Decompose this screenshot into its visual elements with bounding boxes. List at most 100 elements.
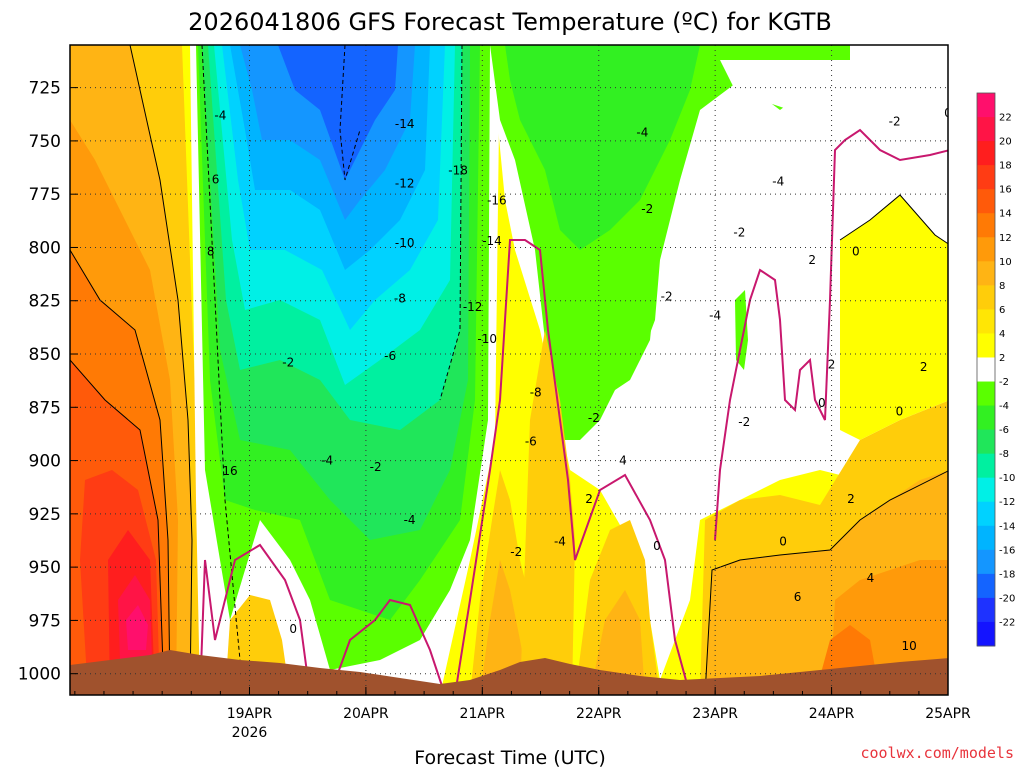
y-tick-label: 875 (29, 398, 61, 418)
contour-label: 0 (818, 396, 826, 410)
colorbar-label: 18 (999, 161, 1012, 172)
colorbar-frame (976, 92, 996, 647)
colorbar-swatch (977, 597, 995, 623)
contour-label: -4 (404, 513, 416, 527)
contour-label: -14 (395, 117, 415, 131)
colorbar-swatch (977, 165, 995, 190)
colorbar-label: -20 (999, 593, 1015, 604)
contour-label: 2 (920, 360, 928, 374)
y-tick-label: 975 (29, 611, 61, 631)
colorbar-label: 14 (999, 209, 1012, 220)
contour-label: 0 (944, 106, 952, 120)
zero-line-24apr (714, 128, 948, 541)
freezing-level-lines (199, 128, 948, 695)
warm-column-22apr (520, 330, 575, 695)
y-tick-label: 950 (29, 558, 61, 578)
isotherm-14 (70, 359, 165, 695)
contour-label: 4 (619, 454, 627, 468)
contour-labels: -4 6 8 16 -2 -4 -2 0 -4 -14 -12 -10 -8 -6 -18 -16 -14 -12… (207, 106, 976, 653)
contour-label: -12 (463, 300, 483, 314)
colorbar-label: -4 (999, 401, 1009, 412)
terrain-ground (70, 650, 948, 695)
colorbar-swatch (977, 141, 995, 166)
y-tick-label: 925 (29, 505, 61, 525)
right-cold-sliver (735, 290, 748, 370)
colorbar-label: 22 (999, 113, 1012, 124)
colorbar-swatch (977, 525, 995, 551)
contour-label: -14 (482, 234, 502, 248)
contour-label: 8 (207, 245, 215, 259)
contour-label: 0 (779, 535, 787, 549)
colorbar-swatch (977, 429, 995, 455)
colorbar-swatch (977, 213, 995, 238)
colorbar-label: -2 (999, 377, 1009, 388)
contour-label: -18 (448, 164, 468, 178)
contour-label: -2 (738, 415, 750, 429)
warm-band-25apr-2 (840, 195, 948, 440)
contour-label: -6 (384, 349, 396, 363)
x-tick-label: 19APR (227, 706, 273, 722)
contour-label: 8 (968, 571, 976, 585)
colorbar-label: 20 (999, 137, 1012, 148)
x-tick-label: 21APR (460, 706, 506, 722)
contour-label: -10 (477, 332, 497, 346)
contour-label: -2 (733, 226, 745, 240)
contour-label: -16 (487, 194, 507, 208)
contour-label: 4 (867, 571, 875, 585)
x-tick-label: 24APR (809, 706, 855, 722)
contour-label: -12 (395, 177, 415, 191)
contour-label: -4 (214, 108, 226, 122)
colorbar-label: -8 (999, 449, 1009, 460)
colorbar-label: 6 (999, 305, 1005, 316)
y-axis: 725 750 775 800 825 850 875 900 925 950 975 1000 (18, 79, 78, 685)
contour-label: 0 (653, 539, 661, 553)
contour-label: 6 (794, 590, 802, 604)
contour-label: -4 (772, 174, 784, 188)
colorbar-swatch (977, 189, 995, 214)
contour-label: -6 (525, 434, 537, 448)
x-axis-title: Forecast Time (UTC) (414, 747, 605, 768)
colorbar-swatch (977, 477, 995, 503)
colorbar-swatch (977, 309, 995, 334)
y-tick-label: 775 (29, 185, 61, 205)
contour-label: -2 (588, 411, 600, 425)
colorbar-swatch (977, 621, 995, 647)
warm-pocket-22apr-core (480, 560, 530, 695)
colorbar-swatch (977, 237, 995, 262)
colorbar-label: 4 (999, 329, 1005, 340)
plot-area: -4 6 8 16 -2 -4 -2 0 -4 -14 -12 -10 -8 -6 -18 -16 -14 -12… (70, 45, 976, 695)
y-tick-label: 850 (29, 345, 61, 365)
colorbar-label: 8 (999, 281, 1005, 292)
colorbar-swatch (977, 381, 995, 407)
warm-band-22 (126, 605, 148, 650)
x-tick-label: 23APR (692, 706, 738, 722)
contour-label: -2 (889, 115, 901, 129)
contour-label: -4 (321, 454, 333, 468)
contour-label: 0 (852, 245, 860, 259)
contour-label: -2 (282, 356, 294, 370)
contour-label: -2 (641, 202, 653, 216)
contour-label: 0 (289, 622, 297, 636)
colorbar-label: 2 (999, 353, 1005, 364)
colorbar-label: -6 (999, 425, 1009, 436)
credit-link[interactable]: coolwx.com/models (860, 744, 1014, 762)
colorbar-label: -16 (999, 545, 1015, 556)
x-tick-label: 25APR (925, 706, 971, 722)
contour-label: -8 (530, 385, 542, 399)
y-tick-label: 750 (29, 132, 61, 152)
colorbar-label: -14 (999, 521, 1015, 532)
x-tick-label: 22APR (576, 706, 622, 722)
contour-label: 2 (585, 492, 593, 506)
isotherm-lines (70, 45, 948, 695)
colorbar-swatch (977, 573, 995, 599)
contour-label: 2 (828, 358, 836, 372)
colorbar-swatch (977, 93, 995, 118)
contour-label: -2 (510, 545, 522, 559)
contour-label: 10 (902, 639, 917, 653)
mid-cold-pocket (560, 250, 655, 400)
x-axis: 19APR 2026 20APR 21APR 22APR 23APR 24APR 25APR (74, 687, 971, 741)
y-tick-label: 725 (29, 79, 61, 99)
right-top-white (850, 45, 948, 240)
zero-line-21apr (329, 598, 446, 695)
